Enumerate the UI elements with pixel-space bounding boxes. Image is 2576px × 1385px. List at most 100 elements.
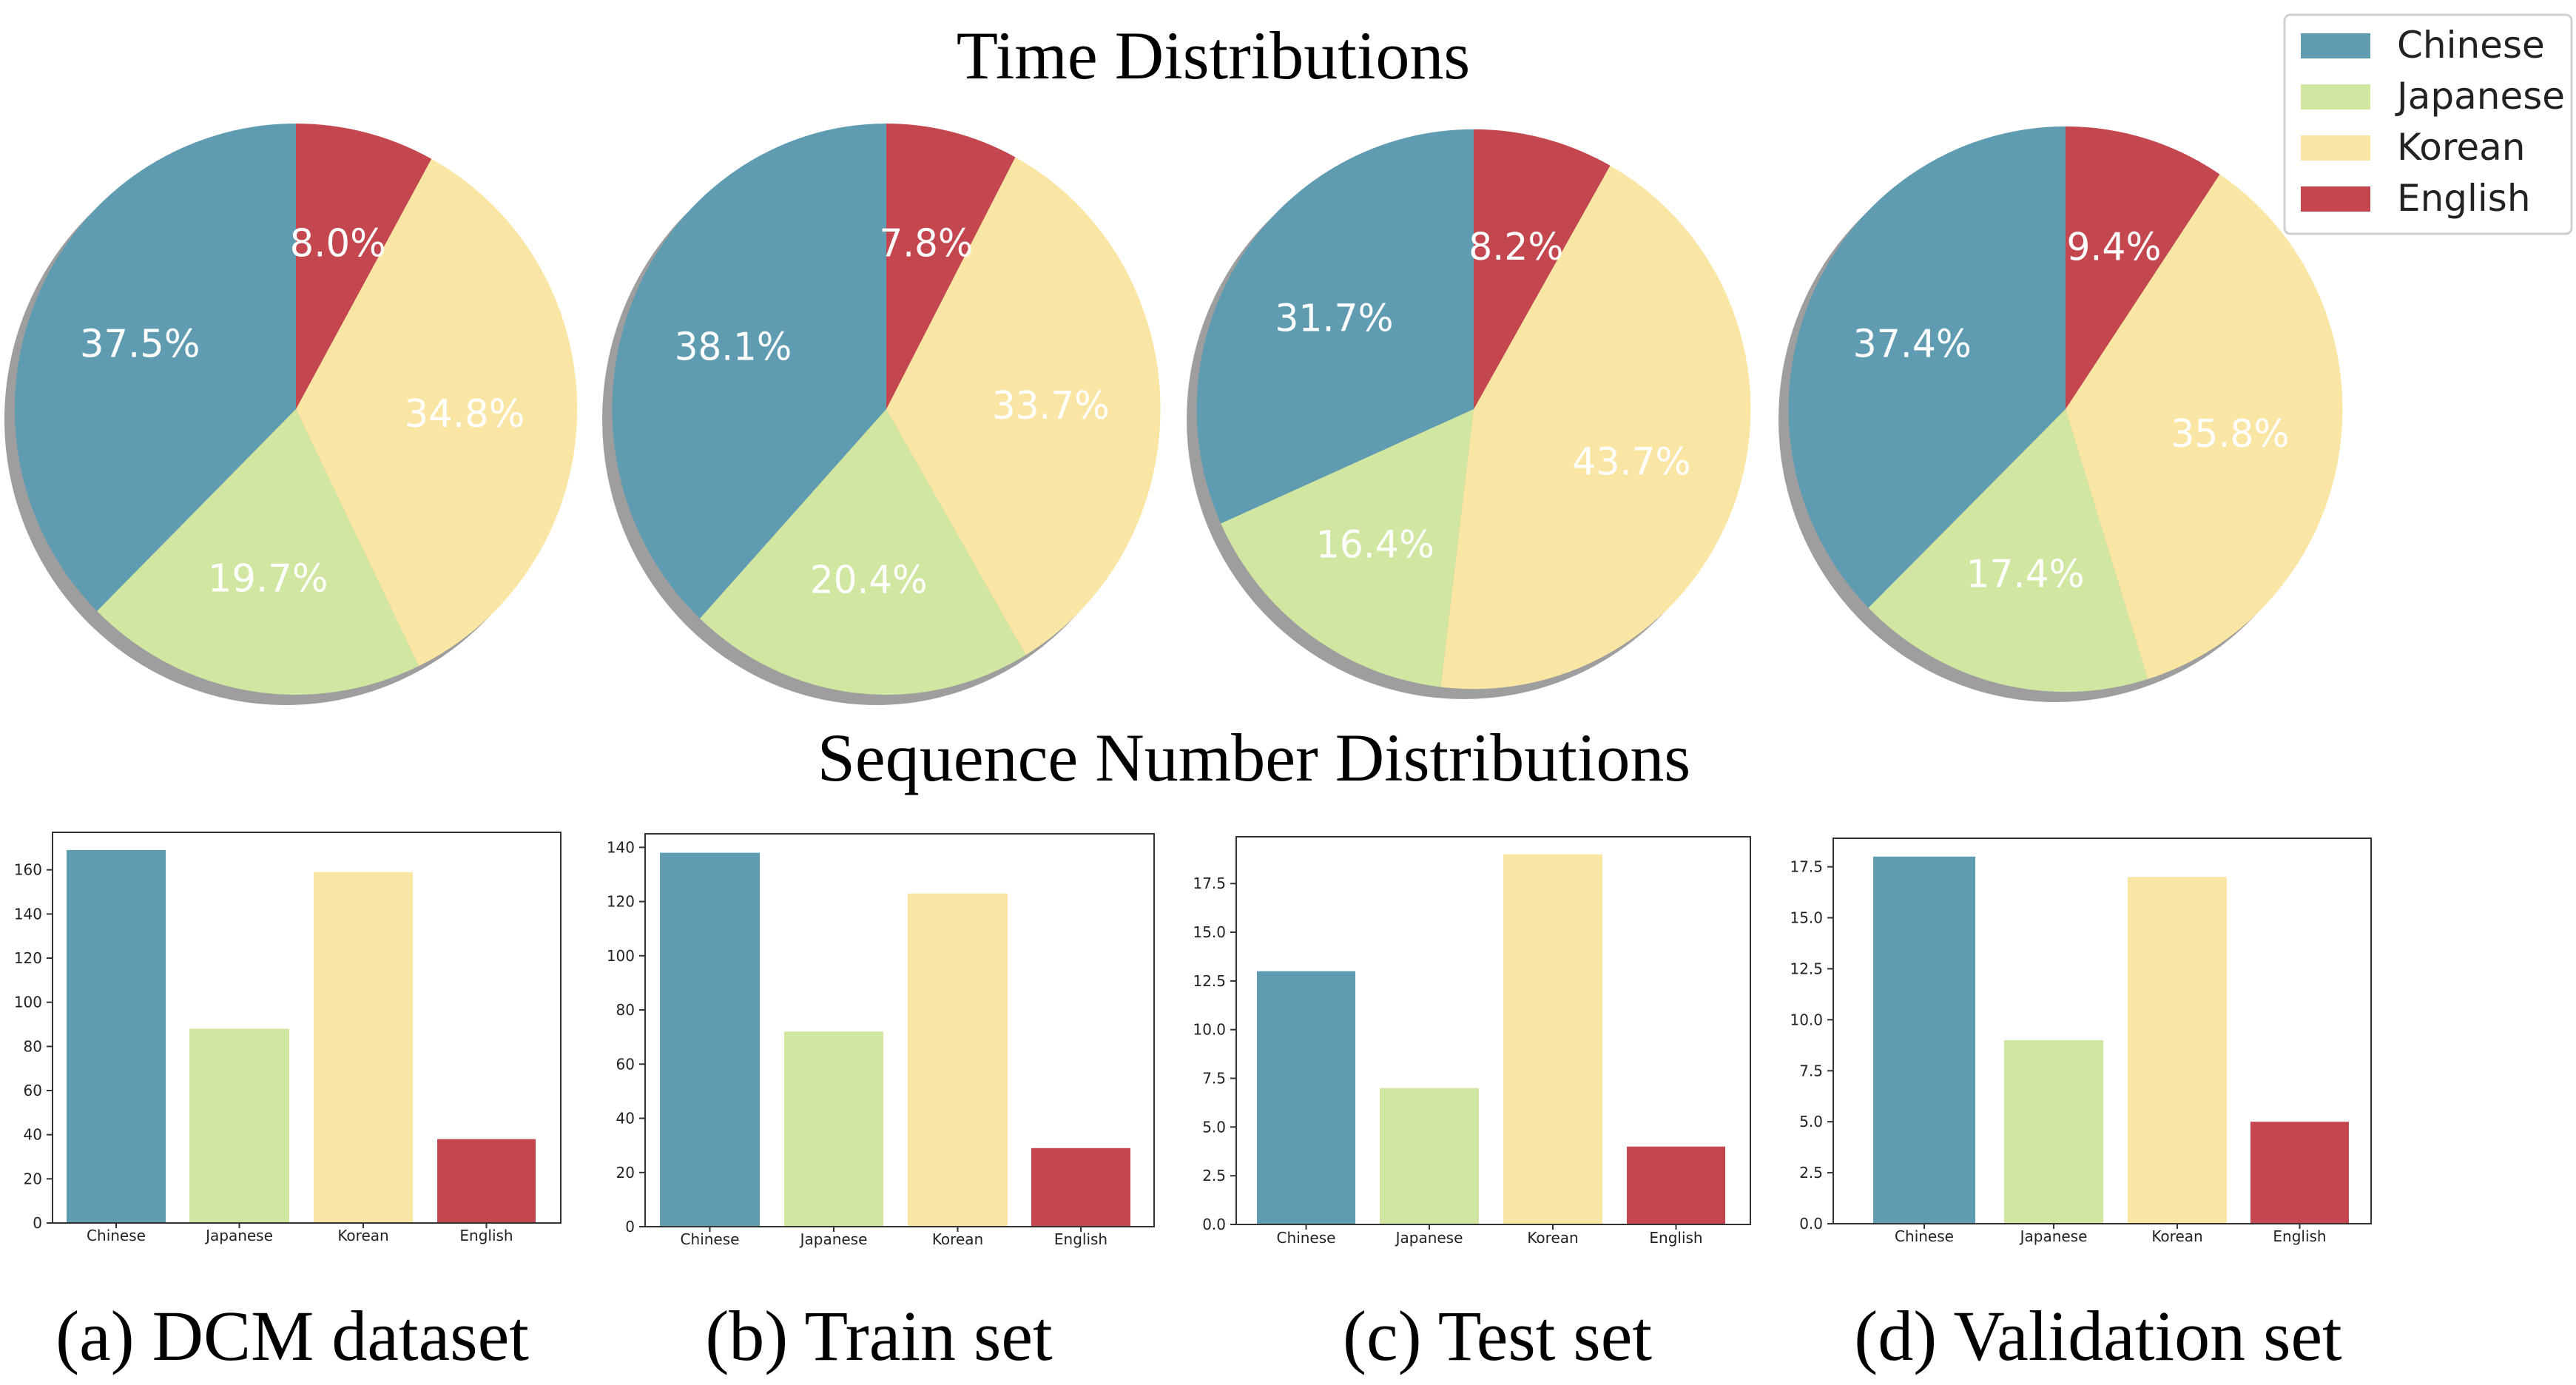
pie-slice-chinese [1196,129,1474,524]
legend-swatch-korean [2301,135,2370,161]
pie-slice-chinese [14,124,297,611]
time-pie-charts: 37.5% 19.7% 34.8% 8.0% 38.1% 20.4% 33.7% 7.8% 31… [4,123,2343,705]
bar-chart-3: Chinese Japanese Korean English 0.0 2.5 5.0 7.5… [1193,836,1751,1247]
y-tick-label: 100 [607,947,635,965]
bar-chinese [1873,856,1975,1224]
bar-japanese [1380,1088,1479,1224]
legend-frame [2283,13,2573,235]
y-tick-label: 5.0 [1799,1113,1823,1130]
legend-swatch-chinese [2301,33,2370,58]
plot-frame [1235,836,1751,1225]
pie-chart-3: 31.7% 16.4% 43.7% 8.2% [1187,129,1751,699]
y-tick-label: 0 [33,1214,42,1232]
y-tick-label: 10.0 [1193,1021,1226,1039]
sequence-bar-charts: Chinese Japanese Korean English 0 20 40 60 80 100… [14,832,2372,1248]
y-tick-label: 120 [607,893,635,911]
x-tick-label-chinese: Chinese [1277,1229,1336,1247]
x-tick-label-english: English [2273,1227,2326,1245]
y-tick-label: 0.0 [1202,1216,1226,1233]
bar-korean [1503,854,1602,1224]
plot-frame [644,833,1155,1227]
x-tick-label-chinese: Chinese [1895,1227,1954,1245]
bar-chart-1: Chinese Japanese Korean English 0 20 40 60 80 100… [14,832,562,1244]
pie-slice-korean [886,157,1161,656]
pie-label-chinese: 31.7% [1275,296,1393,340]
pie-slice-japanese [1868,409,2148,692]
pie-label-english: 9.4% [2066,226,2161,270]
y-tick-label: 20 [24,1170,42,1187]
y-tick-label: 2.5 [1202,1167,1226,1185]
caption-train-set: (b) Train set [705,1296,1053,1375]
x-tick-label-korean: Korean [1527,1229,1578,1247]
pie-chart-4: 37.4% 17.4% 35.8% 9.4% [1778,126,2343,703]
pie-slice-korean [1440,165,1751,690]
x-tick-label-chinese: Chinese [681,1230,740,1248]
x-tick-label-chinese: Chinese [87,1227,146,1244]
y-tick-label: 17.5 [1193,875,1226,892]
pie-label-english: 8.2% [1469,225,1563,269]
y-tick-label: 2.5 [1799,1164,1823,1182]
pie-label-japanese: 19.7% [208,556,328,601]
plot-frame [52,832,562,1224]
sequence-distributions-heading: Sequence Number Distributions [817,720,1690,795]
x-tick-label-japanese: Japanese [204,1227,273,1244]
pie-slice-english [886,124,1016,409]
pie-label-english: 8.0% [290,221,386,266]
y-tick-label: 40 [24,1126,42,1144]
pie-slice-korean [296,158,578,667]
legend-label-chinese: Chinese [2397,24,2545,67]
bar-chinese [1257,971,1355,1224]
bar-english [2250,1122,2349,1224]
y-tick-label: 7.5 [1202,1070,1226,1088]
y-tick-label: 15.0 [1193,923,1226,941]
pie-label-korean: 35.8% [2171,412,2289,456]
pie-slice-chinese [1788,126,2066,608]
y-tick-label: 12.5 [1790,960,1823,977]
pie-slice-japanese [700,409,1026,695]
bar-chinese [660,852,760,1227]
pie-label-chinese: 37.4% [1853,323,1972,367]
y-tick-label: 7.5 [1799,1062,1823,1079]
x-tick-label-japanese: Japanese [2019,1227,2088,1245]
bar-korean [908,893,1008,1227]
y-tick-label: 15.0 [1790,909,1823,927]
x-tick-label-korean: Korean [932,1230,983,1248]
y-tick-label: 60 [616,1055,635,1073]
caption-dcm-dataset: (a) DCM dataset [55,1296,529,1375]
y-tick-label: 0.0 [1799,1215,1823,1233]
pie-label-chinese: 38.1% [675,325,792,369]
y-tick-label: 40 [616,1110,635,1128]
pie-slice-english [1474,129,1611,410]
pie-chart-1: 37.5% 19.7% 34.8% 8.0% [4,124,578,705]
pie-slice-english [296,124,432,409]
bar-english [1031,1148,1130,1227]
pie-label-korean: 33.7% [992,384,1110,428]
pie-slice-chinese [612,123,886,619]
x-tick-label-english: English [459,1227,513,1244]
y-tick-label: 20 [616,1164,635,1182]
bar-english [1627,1146,1725,1224]
pie-label-japanese: 17.4% [1966,553,2084,597]
pie-slice-english [2066,126,2220,410]
y-tick-label: 60 [24,1082,42,1099]
pie-label-korean: 43.7% [1572,439,1690,483]
y-tick-label: 17.5 [1790,858,1823,876]
bar-english [437,1139,536,1223]
pie-slice-korean [2066,174,2343,679]
pie-chart-2: 38.1% 20.4% 33.7% 7.8% [602,123,1161,705]
x-tick-label-korean: Korean [337,1227,388,1244]
x-tick-label-korean: Korean [2151,1227,2202,1245]
y-tick-label: 140 [14,905,42,923]
bar-korean [2128,877,2227,1224]
y-tick-label: 12.5 [1193,972,1226,990]
y-tick-label: 80 [24,1037,42,1055]
y-tick-label: 140 [607,838,635,856]
y-tick-label: 5.0 [1202,1118,1226,1136]
y-tick-label: 100 [14,994,42,1011]
pie-label-korean: 34.8% [405,391,525,436]
pie-label-japanese: 16.4% [1316,522,1434,566]
time-distributions-heading: Time Distributions [957,18,1470,93]
legend-label-english: English [2397,177,2531,220]
pie-label-japanese: 20.4% [810,558,928,602]
legend-label-korean: Korean [2397,126,2525,169]
